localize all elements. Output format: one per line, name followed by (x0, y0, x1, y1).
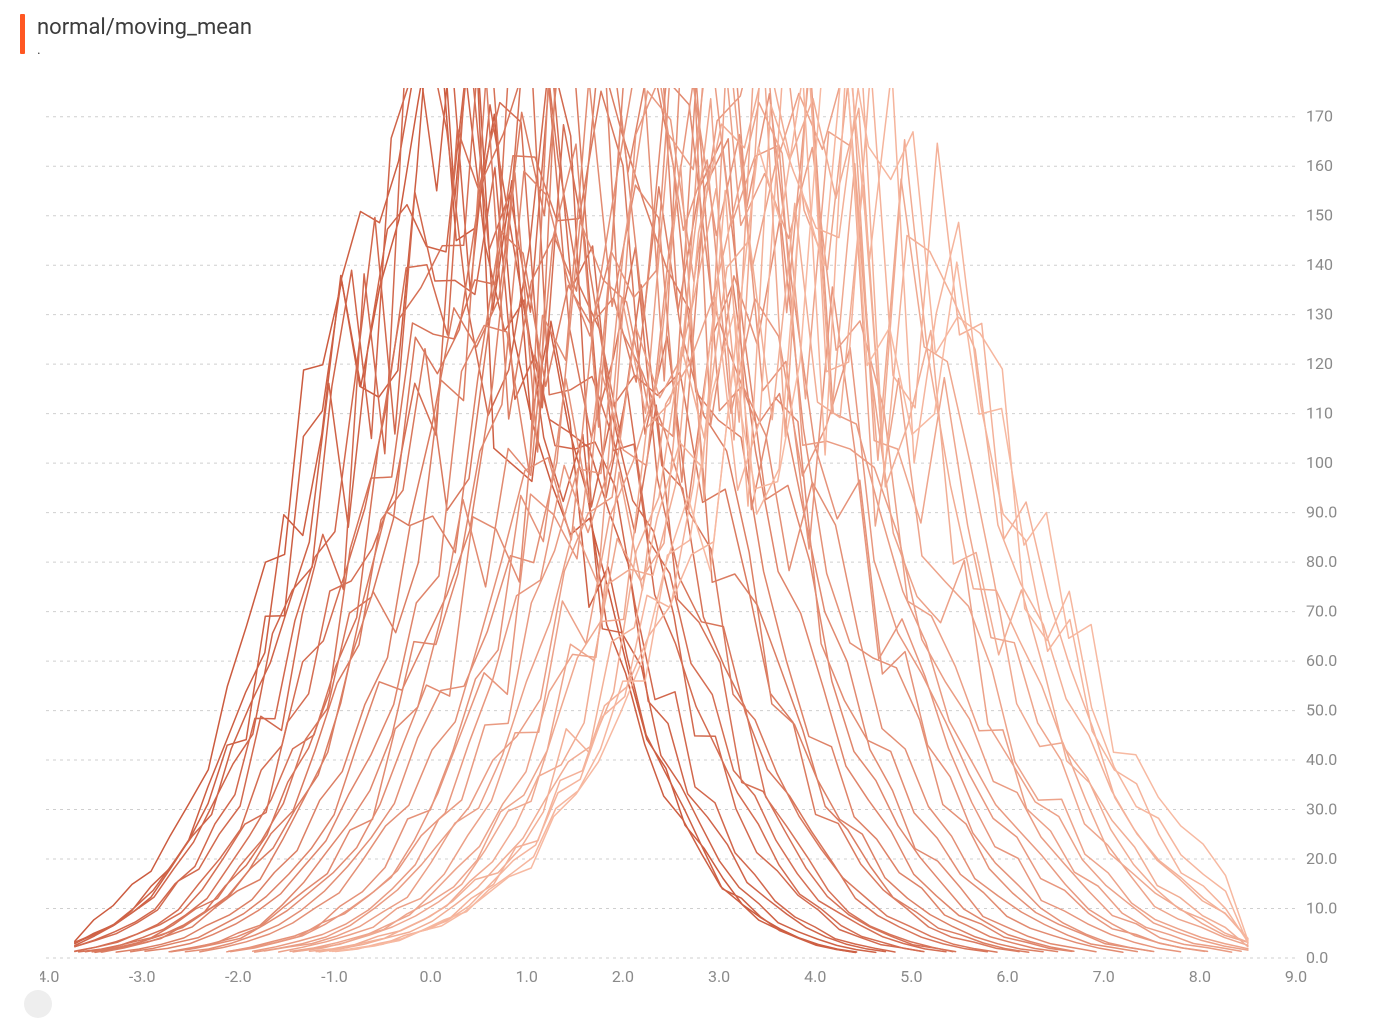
x-tick-label: -3.0 (129, 967, 156, 986)
footer-button[interactable] (24, 990, 52, 1018)
x-tick-label: 1.0 (516, 967, 538, 986)
histogram-panel: normal/moving_mean . 0.0 10.0 20.0 30.0 40.0… (0, 0, 1388, 1022)
x-tick-label: 4.0 (804, 967, 826, 986)
histogram-slice (171, 88, 1123, 952)
y-tick-label: 100 (1306, 453, 1333, 472)
y-tick-label: 0.0 (1306, 948, 1328, 967)
y-tick-label: 60.0 (1306, 651, 1337, 670)
y-tick-label: 160 (1306, 156, 1333, 175)
y-tick-label: 30.0 (1306, 800, 1337, 819)
y-tick-label: 150 (1306, 206, 1333, 225)
x-tick-label: -1.0 (321, 967, 348, 986)
x-tick-label: 3.0 (708, 967, 730, 986)
histogram-slice (333, 88, 1248, 951)
panel-subtitle: . (37, 42, 252, 58)
y-tick-label: 10.0 (1306, 899, 1337, 918)
y-tick-label: 120 (1306, 354, 1333, 373)
y-tick-label: 20.0 (1306, 849, 1337, 868)
y-tick-label: 170 (1306, 107, 1333, 126)
x-tick-label: 2.0 (612, 967, 634, 986)
x-tick-label: 0.0 (420, 967, 442, 986)
y-tick-label: 140 (1306, 255, 1333, 274)
panel-title: normal/moving_mean (37, 14, 252, 40)
y-tick-label: 90.0 (1306, 503, 1337, 522)
x-tick-label: 6.0 (996, 967, 1018, 986)
x-tick-label: 8.0 (1189, 967, 1211, 986)
x-tick-label: -4.0 (40, 967, 59, 986)
y-tick-label: 130 (1306, 305, 1333, 324)
chart-area[interactable]: 0.0 10.0 20.0 30.0 40.0 50.0 60.0 70.0 80.0 90.0 1… (40, 88, 1360, 992)
x-tick-label: -2.0 (225, 967, 252, 986)
y-tick-label: 50.0 (1306, 701, 1337, 720)
x-tick-label: 9.0 (1285, 967, 1307, 986)
y-tick-label: 40.0 (1306, 750, 1337, 769)
accent-bar-icon (20, 14, 25, 54)
y-tick-label: 110 (1306, 404, 1333, 423)
y-tick-label: 70.0 (1306, 602, 1337, 621)
histogram-chart[interactable]: 0.0 10.0 20.0 30.0 40.0 50.0 60.0 70.0 80.0 90.0 1… (40, 88, 1360, 992)
histogram-slice (131, 88, 1058, 952)
histogram-slice (172, 88, 1074, 951)
x-tick-label: 5.0 (900, 967, 922, 986)
x-tick-label: 7.0 (1093, 967, 1115, 986)
panel-header: normal/moving_mean . (20, 14, 252, 58)
y-tick-label: 80.0 (1306, 552, 1337, 571)
